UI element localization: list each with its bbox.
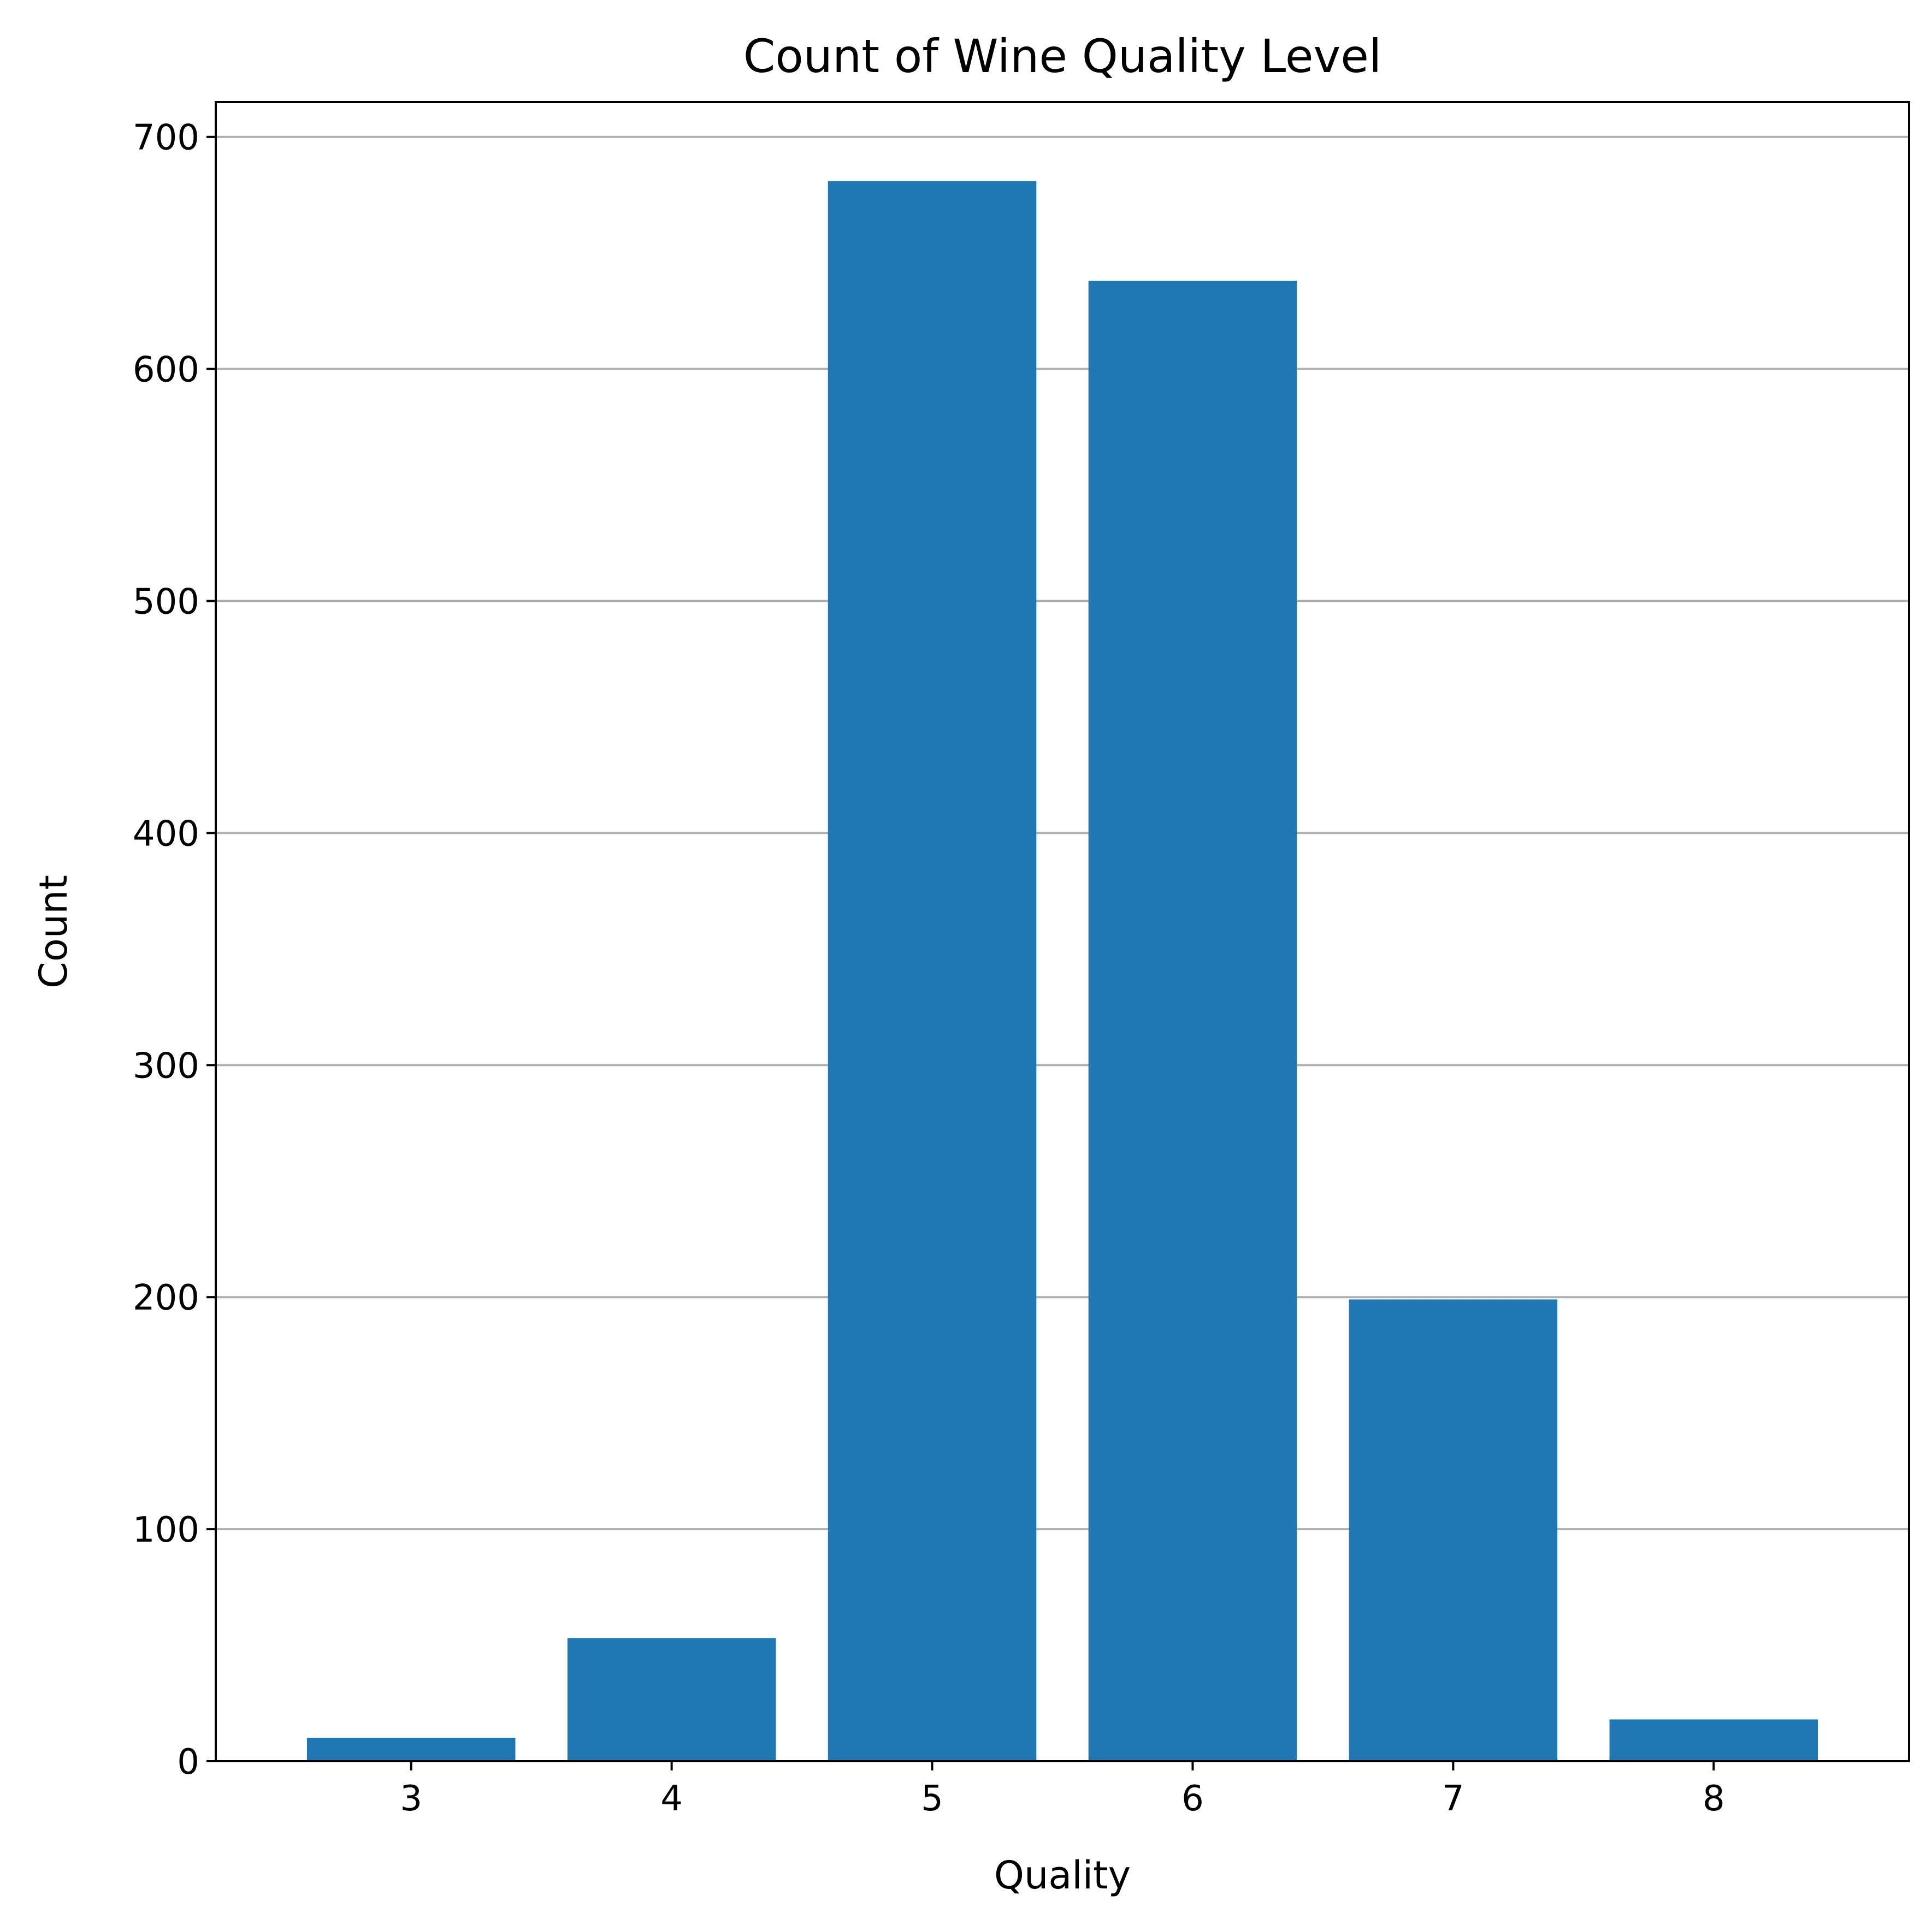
x-axis-label: Quality	[994, 1853, 1131, 1898]
y-axis-label: Count	[31, 875, 76, 988]
y-tick-label: 300	[133, 1046, 199, 1086]
x-tick-label: 6	[1181, 1779, 1204, 1819]
bar-quality-4	[567, 1638, 776, 1761]
bar-quality-3	[306, 1738, 516, 1761]
y-tick-label: 700	[133, 118, 199, 158]
y-tick-label: 200	[133, 1278, 199, 1318]
bar-quality-8	[1609, 1719, 1818, 1761]
x-tick-label: 4	[660, 1779, 683, 1819]
axis-ticks: 0 100 200 300 400 500 600 700 3 4 5 6 7 8	[133, 118, 1725, 1819]
chart-title: Count of Wine Quality Level	[743, 29, 1382, 83]
x-tick-label: 3	[400, 1779, 422, 1819]
plot-frame	[215, 101, 1910, 1762]
bars	[306, 181, 1818, 1762]
bar-quality-7	[1349, 1299, 1558, 1761]
y-tick-label: 400	[133, 814, 199, 854]
x-tick-label: 8	[1703, 1779, 1725, 1819]
y-tick-label: 600	[133, 350, 199, 390]
y-tick-label: 500	[133, 582, 199, 623]
bar-quality-5	[828, 181, 1037, 1761]
y-tick-label: 100	[133, 1510, 199, 1550]
y-tick-label: 0	[177, 1742, 199, 1782]
x-tick-label: 7	[1442, 1779, 1464, 1819]
bar-quality-6	[1088, 281, 1297, 1762]
x-tick-label: 5	[921, 1779, 943, 1819]
